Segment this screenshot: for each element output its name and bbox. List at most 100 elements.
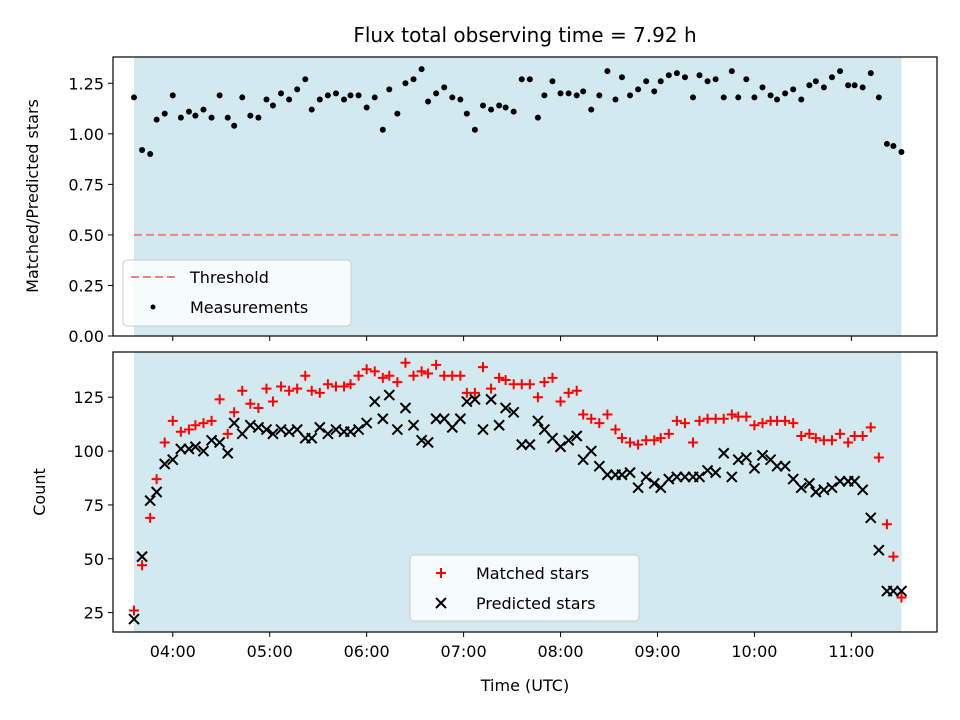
predicted-star-point (873, 544, 885, 556)
measurement-point (255, 114, 262, 121)
measurement-point (231, 122, 238, 129)
predicted-star-point (865, 512, 877, 524)
measurement-point (216, 92, 223, 99)
predicted-star-point (352, 423, 365, 436)
predicted-star-point (377, 413, 389, 425)
y-tick-label: 1.00 (68, 125, 104, 144)
predicted-star-point (532, 415, 544, 427)
y-tick-label: 0.25 (68, 276, 104, 295)
predicted-star-point (732, 453, 744, 466)
predicted-star-point (344, 425, 357, 438)
x-tick-label: 04:00 (150, 642, 196, 661)
measurement-point (651, 88, 658, 95)
matched-star-point (547, 372, 558, 383)
measurement-point (386, 86, 393, 93)
predicted-star-point (740, 451, 753, 464)
matched-star-point (810, 433, 821, 444)
matched-star-point (392, 377, 403, 388)
measurement-point (851, 82, 858, 89)
measurement-point (875, 94, 882, 101)
x-tick-label: 11:00 (828, 642, 874, 661)
measurement-point (294, 86, 301, 93)
matched-star-point (431, 359, 442, 370)
matched-star-point (835, 428, 846, 439)
measurement-point (867, 70, 874, 77)
measurement-point (433, 90, 440, 97)
predicted-star-point (399, 402, 412, 414)
predicted-star-point (158, 458, 171, 470)
matched-star-point (183, 424, 194, 435)
measurement-point (185, 108, 192, 115)
predicted-star-point (167, 453, 179, 466)
matched-star-point (671, 415, 682, 426)
measurement-point (263, 96, 270, 103)
measurement-point (657, 78, 664, 85)
matched-star-point (694, 415, 705, 426)
predicted-star-point (369, 395, 381, 408)
predicted-star-point (795, 481, 807, 494)
y-tick-label: 0.50 (68, 226, 104, 245)
measurement-point (192, 112, 199, 119)
matched-star-point (137, 560, 148, 571)
predicted-star-point (524, 438, 536, 451)
y-tick-label: 75 (84, 496, 104, 515)
y-tick-label: 25 (84, 604, 104, 623)
matched-star-point (261, 383, 272, 394)
predicted-star-point (228, 417, 240, 429)
measurement-point (169, 92, 176, 99)
measurement-point (712, 76, 719, 83)
measurement-point (898, 149, 905, 156)
measurement-point (720, 94, 727, 101)
measurement-point (496, 102, 503, 109)
measurement-point (363, 104, 370, 111)
measurement-point (812, 78, 819, 85)
x-tick-label: 08:00 (537, 642, 583, 661)
matched-star-point (245, 398, 256, 409)
predicted-star-point (726, 471, 738, 483)
measurement-point (502, 104, 509, 111)
legend-measurement-label: Measurements (190, 298, 308, 317)
measurement-point (208, 114, 215, 121)
predicted-star-point (810, 486, 822, 498)
y-tick-label: 0.00 (68, 327, 104, 346)
measurement-point (371, 94, 378, 101)
matched-star-point (253, 403, 264, 413)
predicted-star-point (648, 477, 660, 490)
measurement-point (224, 114, 231, 121)
matched-star-point (578, 409, 589, 420)
matched-star-point (663, 428, 674, 439)
x-tick-label: 09:00 (634, 642, 680, 661)
measurement-point (665, 72, 672, 79)
predicted-star-point (477, 423, 489, 436)
predicted-star-point (826, 481, 838, 494)
predicted-star-point (616, 469, 628, 481)
y-tick-label: 50 (84, 550, 104, 569)
matched-star-point (190, 420, 201, 431)
matched-star-point (857, 431, 868, 441)
matched-star-point (888, 551, 899, 562)
measurement-point (728, 68, 735, 75)
matched-star-point (571, 385, 582, 396)
predicted-star-point (283, 425, 295, 438)
matched-star-point (339, 381, 350, 392)
matched-star-point (633, 439, 644, 450)
axes-frame (112, 56, 938, 337)
matched-star-point (416, 366, 427, 377)
legend: Matched stars Predicted stars (409, 554, 640, 622)
predicted-star-point (748, 462, 761, 475)
predicted-star-point (848, 475, 861, 487)
matched-star-point (586, 413, 597, 424)
legend-measurement-swatch (150, 304, 156, 310)
measurement-point (463, 110, 470, 117)
matched-star-point (306, 385, 317, 396)
measurement-point (534, 114, 541, 121)
predicted-star-point (655, 481, 667, 494)
matched-star-point (361, 364, 372, 375)
legend-box (409, 554, 640, 622)
ratio-panel: 0.00 0.25 0.50 0.75 1.00 1.25 Threshold Measure… (68, 56, 938, 346)
matched-star-point (524, 379, 535, 390)
matched-star-point (237, 385, 248, 396)
matched-star-point (500, 375, 511, 385)
matched-star-point (400, 357, 411, 368)
matched-star-point (718, 413, 729, 424)
